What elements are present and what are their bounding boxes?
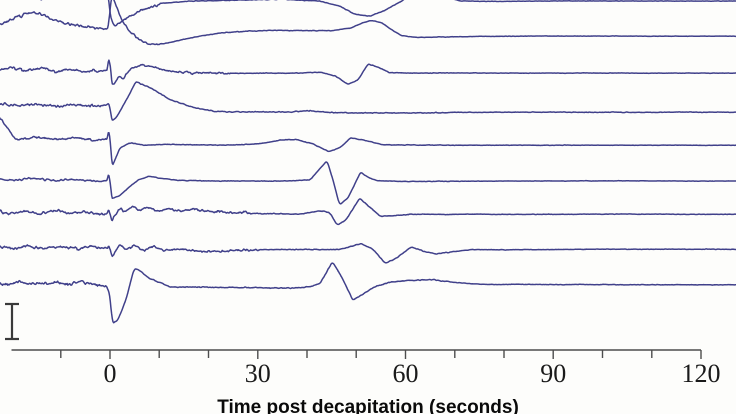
- svg-text:120: 120: [682, 359, 721, 388]
- svg-text:Time post decapitation (second: Time post decapitation (seconds): [217, 397, 519, 414]
- svg-text:60: 60: [393, 359, 419, 388]
- svg-text:30: 30: [245, 359, 271, 388]
- svg-text:90: 90: [540, 359, 566, 388]
- svg-text:0: 0: [104, 359, 117, 388]
